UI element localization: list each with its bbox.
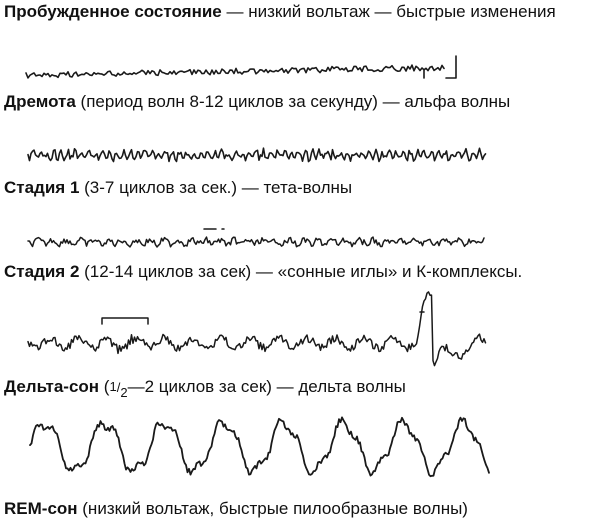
stage-description-post: —2 циклов за сек) — дельта волны bbox=[127, 377, 406, 396]
eeg-waveform bbox=[27, 291, 487, 367]
eeg-trace-stage1 bbox=[27, 228, 485, 248]
stage-label-delta: Дельта-сон (1/2—2 циклов за сек) — дельт… bbox=[4, 377, 406, 400]
stage-label-stage2: Стадия 2 (12-14 циклов за сек) — «сонные… bbox=[4, 262, 522, 282]
eeg-waveform bbox=[27, 236, 485, 248]
stage-description: (низкий вольтаж, быстрые пилообразные во… bbox=[77, 499, 468, 518]
eeg-waveform bbox=[29, 416, 490, 478]
stage-name: Стадия 1 bbox=[4, 178, 80, 197]
fraction: 1/2 bbox=[109, 379, 128, 400]
eeg-trace-drowsy bbox=[27, 147, 487, 163]
stage-description-pre: ( bbox=[99, 377, 110, 396]
stage-name: Дельта-сон bbox=[4, 377, 100, 396]
stage-label-drowsy: Дремота (период волн 8-12 циклов за секу… bbox=[4, 92, 510, 112]
fraction-denominator: 2 bbox=[120, 385, 128, 400]
stage-description: (период волн 8-12 циклов за секунду) — а… bbox=[75, 92, 511, 111]
calibration-mark bbox=[423, 55, 457, 79]
stage-description: — низкий вольтаж — быстрые изменения bbox=[221, 2, 556, 21]
stage-description: (12-14 циклов за сек) — «сонные иглы» и … bbox=[79, 262, 523, 281]
eeg-trace-stage2 bbox=[27, 291, 487, 367]
stage-label-rem: REM-сон (низкий вольтаж, быстрые пилообр… bbox=[4, 499, 468, 519]
stage-label-awake: Пробужденное состояние — низкий вольтаж … bbox=[4, 2, 556, 22]
sleep-spindle-marker bbox=[101, 317, 149, 325]
fraction-numerator: 1 bbox=[109, 379, 117, 394]
stage-name: REM-сон bbox=[4, 499, 78, 518]
eeg-trace-awake bbox=[25, 55, 457, 79]
eeg-waveform bbox=[25, 64, 445, 79]
stage-name: Дремота bbox=[4, 92, 76, 111]
eeg-trace-delta bbox=[29, 416, 490, 478]
stage-name: Стадия 2 bbox=[4, 262, 80, 281]
stage-label-stage1: Стадия 1 (3-7 циклов за сек.) — тета-вол… bbox=[4, 178, 352, 198]
stage-description: (3-7 циклов за сек.) — тета-волны bbox=[79, 178, 353, 197]
eeg-waveform bbox=[27, 147, 487, 163]
stage-name: Пробужденное состояние bbox=[4, 2, 222, 21]
